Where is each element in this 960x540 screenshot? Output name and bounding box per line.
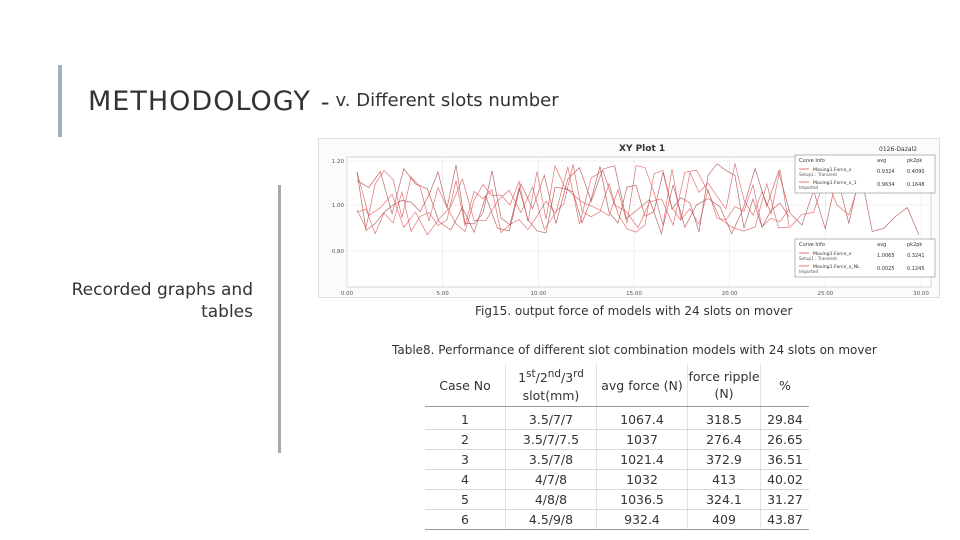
cell-force-ripple: 409: [687, 509, 761, 530]
legend-header: pk2pk: [907, 242, 922, 248]
cell-slot: 4/7/8: [505, 469, 597, 490]
legend-curve-name: Moving1.Force_x: [813, 251, 852, 257]
cell-case-no: 5: [425, 489, 506, 510]
cell-force-ripple: 276.4: [687, 429, 761, 450]
plot-legends: Curve Info avg pk2pkMoving1.Force_xSetup1 …: [794, 154, 936, 278]
cell-slot: 4.5/9/8: [505, 509, 597, 530]
cell-slot: 3.5/7/8: [505, 449, 597, 470]
plot-project-name: 0126-Dazal2: [879, 146, 917, 153]
cell-percent: 43.87: [760, 509, 809, 530]
plot-curves: [356, 163, 920, 236]
cell-slot: 3.5/7/7: [505, 406, 597, 430]
header-force-ripple: force ripple (N): [687, 364, 761, 407]
cell-case-no: 4: [425, 469, 506, 490]
header-slot: 1st/2nd/3rd slot(mm): [505, 364, 597, 407]
legend-setup: Setup1 : Transient: [799, 256, 837, 261]
plot-axes: 1.20 1.00 0.80 0.00 5.00 10.00 15.00 20.00 25.00…: [332, 159, 930, 297]
title-dash: -: [320, 88, 330, 116]
cell-avg-force: 932.4: [596, 509, 688, 530]
y-tick-label: 1.00: [332, 203, 345, 209]
cell-avg-force: 1037: [596, 429, 688, 450]
legend-pk2pk: 0.1648: [907, 182, 925, 188]
performance-table: Case No 1st/2nd/3rd slot(mm) avg force (…: [425, 364, 809, 530]
legend-setup: Setup1 : Transient: [799, 172, 837, 177]
cell-force-ripple: 318.5: [687, 406, 761, 430]
x-tick-label: 25.00: [817, 291, 833, 297]
x-tick-label: 15.00: [626, 291, 642, 297]
legend-header: avg: [877, 158, 886, 164]
header-percent: %: [760, 364, 809, 407]
side-label: Recorded graphs and tables: [71, 280, 253, 322]
cell-avg-force: 1021.4: [596, 449, 688, 470]
cell-percent: 29.84: [760, 406, 809, 430]
cell-slot: 3.5/7/7.5: [505, 429, 597, 450]
cell-force-ripple: 413: [687, 469, 761, 490]
cell-percent: 40.02: [760, 469, 809, 490]
cell-avg-force: 1036.5: [596, 489, 688, 510]
table-row: 3 3.5/7/8 1021.4 372.9 36.51: [425, 449, 809, 470]
title-accent-bar: [58, 65, 62, 137]
plot-window-title: XY Plot 1: [619, 144, 665, 154]
cell-avg-force: 1067.4: [596, 406, 688, 430]
table-row: 5 4/8/8 1036.5 324.1 31.27: [425, 489, 809, 510]
x-tick-label: 0.00: [341, 291, 354, 297]
xy-plot-svg: XY Plot 1 0126-Dazal2 1.20 1.00 0.80 0.00 5.…: [332, 144, 936, 297]
legend-pk2pk: 0.4090: [907, 169, 925, 175]
legend-pk2pk: 0.3241: [907, 253, 925, 259]
table-header-row: Case No 1st/2nd/3rd slot(mm) avg force (…: [425, 364, 809, 407]
legend-curve-name: Moving1.Force_x: [813, 167, 852, 173]
cell-percent: 26.65: [760, 429, 809, 450]
x-tick-label: 30.00: [913, 291, 929, 297]
slide-title: METHODOLOGY - v. Different slots number: [88, 86, 559, 117]
title-subtitle: v. Different slots number: [335, 90, 559, 111]
header-case-no: Case No: [425, 364, 506, 407]
cell-case-no: 2: [425, 429, 506, 450]
legend-setup: Imported: [799, 185, 818, 190]
legend-header: Curve Info: [799, 242, 825, 248]
legend-curve-name: Moving1.Force_x_1: [813, 180, 857, 186]
legend-curve-name: Moving1.Force_x_NL: [813, 264, 860, 270]
x-tick-label: 10.00: [530, 291, 546, 297]
x-tick-label: 20.00: [722, 291, 738, 297]
vertical-divider: [278, 185, 281, 453]
cell-case-no: 1: [425, 406, 506, 430]
y-tick-label: 0.80: [332, 249, 345, 255]
legend-top: Curve Info avg pk2pk Moving1.Force_xSetup1 …: [794, 154, 936, 194]
cell-force-ripple: 324.1: [687, 489, 761, 510]
x-tick-label: 5.00: [437, 291, 450, 297]
cell-case-no: 6: [425, 509, 506, 530]
legend-box: [794, 238, 936, 278]
cell-case-no: 3: [425, 449, 506, 470]
legend-setup: Imported: [799, 269, 818, 274]
force-curve: [356, 164, 790, 233]
legend-avg: 0.9324: [877, 169, 895, 175]
force-curve: [356, 165, 920, 236]
title-main: METHODOLOGY: [88, 86, 311, 117]
legend-pk2pk: 0.1245: [907, 266, 925, 272]
cell-percent: 31.27: [760, 489, 809, 510]
force-curve: [356, 163, 790, 235]
legend-avg: 0.0025: [877, 266, 895, 272]
cell-avg-force: 1032: [596, 469, 688, 490]
table-row: 6 4.5/9/8 932.4 409 43.87: [425, 509, 809, 530]
legend-bottom: Curve Info avg pk2pk Moving1.Force_xSetup1 …: [794, 238, 936, 278]
legend-header: avg: [877, 242, 886, 248]
header-avg-force: avg force (N): [596, 364, 688, 407]
table-caption: Table8. Performance of different slot co…: [392, 343, 877, 357]
y-tick-label: 1.20: [332, 159, 345, 165]
xy-plot-image: XY Plot 1 0126-Dazal2 1.20 1.00 0.80 0.00 5.…: [318, 138, 940, 298]
table-row: 1 3.5/7/7 1067.4 318.5 29.84: [425, 406, 809, 430]
cell-force-ripple: 372.9: [687, 449, 761, 470]
legend-box: [794, 154, 936, 194]
legend-header: pk2pk: [907, 158, 922, 164]
legend-header: Curve Info: [799, 158, 825, 164]
legend-avg: 0.9634: [877, 182, 895, 188]
cell-slot: 4/8/8: [505, 489, 597, 510]
cell-percent: 36.51: [760, 449, 809, 470]
figure-caption: Fig15. output force of models with 24 sl…: [475, 304, 793, 318]
legend-avg: 1.0065: [877, 253, 895, 259]
table-row: 2 3.5/7/7.5 1037 276.4 26.65: [425, 429, 809, 450]
table-row: 4 4/7/8 1032 413 40.02: [425, 469, 809, 490]
